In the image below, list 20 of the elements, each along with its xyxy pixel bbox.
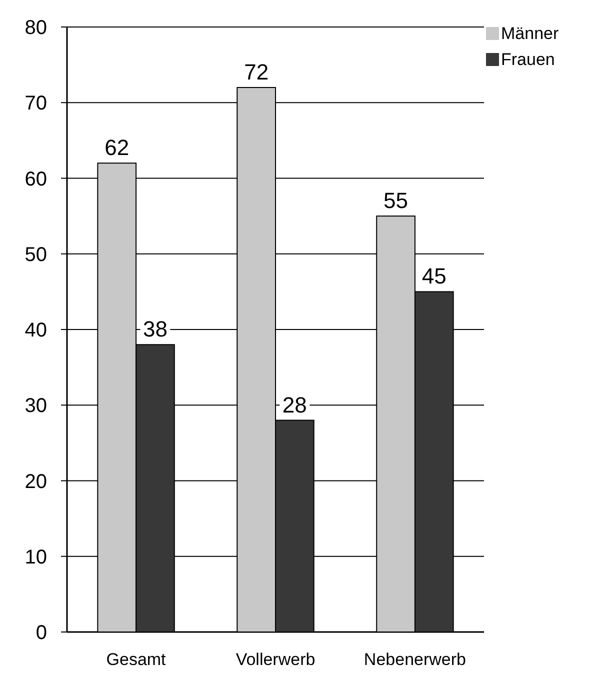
y-tick-label: 10 (24, 546, 47, 568)
legend-label: Männer (501, 24, 559, 43)
x-tick-label: Nebenerwerb (364, 650, 466, 669)
y-tick-label: 20 (24, 470, 47, 493)
y-tick-label: 50 (24, 244, 47, 266)
legend-label: Frauen (501, 50, 555, 69)
y-tick-label: 30 (24, 395, 47, 418)
data-label: 55 (384, 188, 408, 214)
y-tick-label: 70 (24, 92, 47, 115)
data-label: 28 (282, 392, 307, 418)
x-tick-label: Vollerwerb (236, 650, 316, 669)
data-label: 45 (422, 264, 446, 289)
y-tick-label: 40 (24, 320, 47, 342)
y-tick-label: 0 (36, 622, 47, 644)
y-tick-label: 80 (24, 17, 47, 39)
data-label: 72 (244, 60, 269, 84)
x-tick-label: Gesamt (106, 650, 166, 669)
data-label: 38 (142, 316, 168, 342)
data-label: 62 (104, 135, 130, 160)
y-tick-label: 60 (24, 168, 47, 190)
